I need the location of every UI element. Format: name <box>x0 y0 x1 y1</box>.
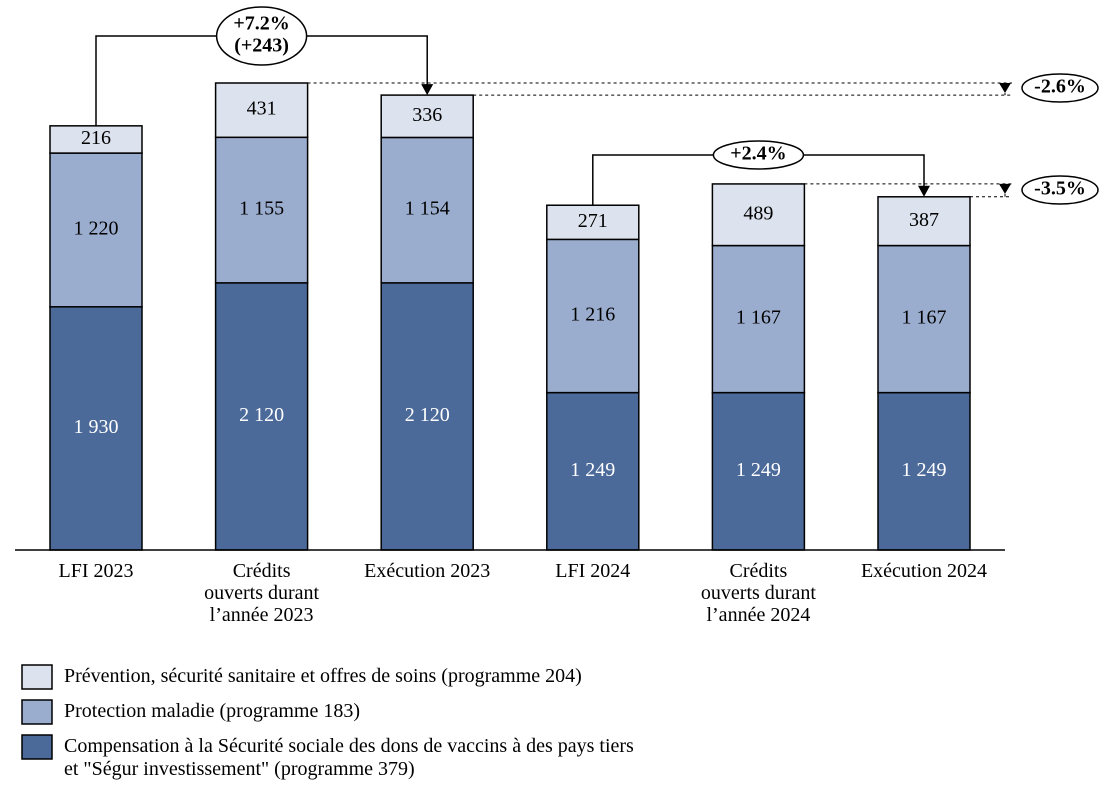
annotation: (+243) <box>234 35 289 57</box>
annotation: -3.5% <box>1034 178 1086 200</box>
bar-segment <box>711 391 806 551</box>
value-label: 271 <box>578 210 608 232</box>
value-label: 1 155 <box>239 198 284 220</box>
value-label: 216 <box>81 127 111 149</box>
legend-swatch <box>21 699 53 725</box>
annotation-bubble <box>1021 175 1099 205</box>
value-label: 2 120 <box>405 404 450 426</box>
legend-label: Prévention, sécurité sanitaire et offres… <box>64 665 582 687</box>
arrowhead <box>918 185 930 197</box>
annotation-bubble <box>1021 73 1099 103</box>
x-tick-label: Exécution 2024 <box>861 560 987 582</box>
value-label: 2 120 <box>239 404 284 426</box>
x-tick-label: LFI 2023 <box>59 560 134 582</box>
value-label: 387 <box>909 209 939 231</box>
value-label: 431 <box>247 98 277 120</box>
bar-segment <box>380 94 474 139</box>
x-tick-label: Crédits ouverts durant l’année 2023 <box>204 560 319 626</box>
bar-segment <box>546 238 640 394</box>
gap-marker <box>999 83 1011 93</box>
bar-segment <box>380 136 474 284</box>
arrowhead <box>421 84 434 96</box>
bar-segment <box>214 82 309 139</box>
annotation-bubble <box>215 6 308 66</box>
bar-segment <box>877 391 971 551</box>
value-label: 1 216 <box>570 304 615 326</box>
bar-segment <box>49 306 143 551</box>
annotation: +7.2% <box>233 13 289 35</box>
x-tick-label: Crédits ouverts durant l’année 2024 <box>701 560 816 626</box>
annotation-bubble <box>712 140 805 170</box>
legend-label: Compensation à la Sécurité sociale des d… <box>64 735 634 780</box>
bar-segment <box>546 391 640 551</box>
bar-segment <box>877 196 971 247</box>
legend-label: Protection maladie (programme 183) <box>64 700 360 722</box>
value-label: 1 167 <box>902 307 947 329</box>
annotation: +2.4% <box>730 143 786 165</box>
value-label: 1 249 <box>902 459 947 481</box>
x-tick-label: Exécution 2023 <box>364 560 490 582</box>
value-label: 1 154 <box>405 198 450 220</box>
value-label: 1 930 <box>74 416 119 438</box>
bar-segment <box>214 136 309 284</box>
bar-segment <box>546 204 640 241</box>
gap-marker <box>999 183 1011 194</box>
annotation: -2.6% <box>1034 76 1086 98</box>
bar-segment <box>877 244 971 394</box>
value-label: 1 249 <box>736 459 781 481</box>
legend-swatch <box>21 734 53 760</box>
value-label: 336 <box>412 104 442 126</box>
value-label: 1 220 <box>74 218 119 240</box>
bar-segment <box>711 183 806 247</box>
bar-segment <box>49 152 143 308</box>
value-label: 1 167 <box>736 307 781 329</box>
x-tick-label: LFI 2024 <box>555 560 630 582</box>
bar-segment <box>214 282 309 551</box>
value-label: 489 <box>743 202 773 224</box>
value-label: 1 249 <box>570 459 615 481</box>
legend-swatch <box>21 664 53 690</box>
